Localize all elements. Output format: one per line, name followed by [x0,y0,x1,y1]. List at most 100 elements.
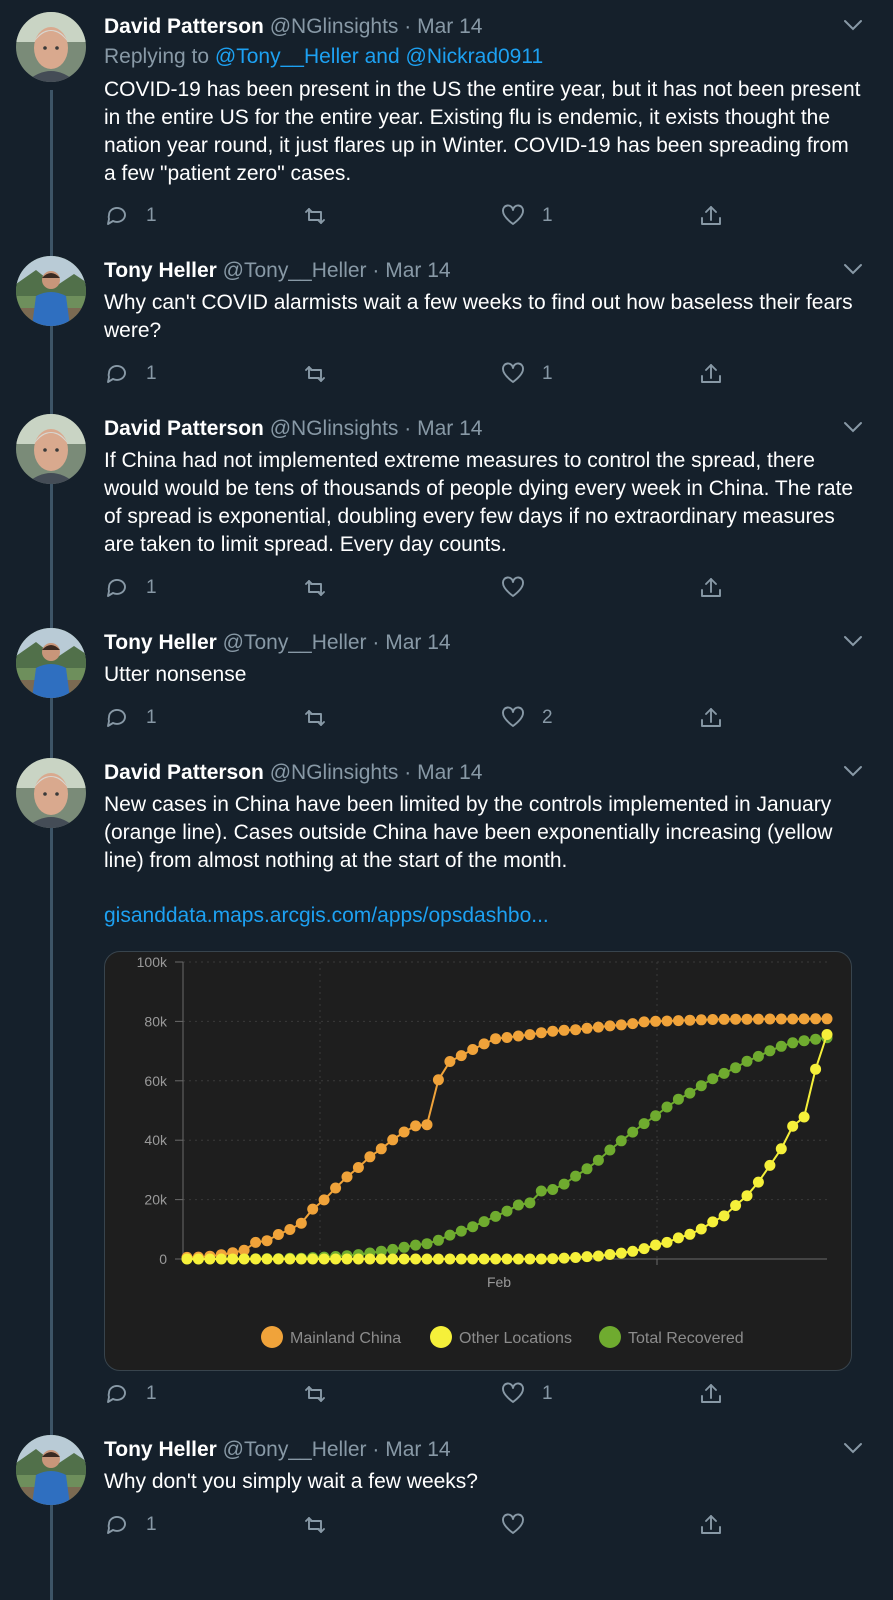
share-icon [701,364,721,383]
data-point [535,1253,547,1265]
tweet-date[interactable]: Mar 14 [417,417,483,440]
share-button[interactable] [698,1511,724,1539]
tweet-date[interactable]: Mar 14 [385,259,451,282]
data-point [467,1221,479,1233]
reply-button[interactable]: 1 [104,574,157,602]
tweet-link[interactable]: gisanddata.maps.arcgis.com/apps/opsdashb… [104,904,549,927]
data-point [261,1253,273,1265]
author-name[interactable]: Tony Heller [104,259,217,282]
data-point [227,1253,239,1265]
like-button[interactable]: 1 [500,1380,553,1408]
like-button[interactable]: 1 [500,202,553,230]
reply-icon [107,1385,126,1403]
avatar[interactable] [16,628,86,698]
data-point [524,1253,536,1265]
heart-icon [502,1382,524,1403]
data-point [501,1032,513,1043]
data-point [432,1253,444,1265]
author-name[interactable]: Tony Heller [104,631,217,654]
reply-button[interactable]: 1 [104,704,157,732]
author-handle[interactable]: @Tony__Heller [222,631,367,654]
retweet-button[interactable] [302,1511,344,1539]
embedded-chart-card[interactable]: 0 20k 40k 60k 80k 100k Feb Mainland China Other … [104,951,852,1371]
reply-button[interactable]: 1 [104,1380,157,1408]
data-point [455,1225,467,1237]
reply-button[interactable]: 1 [104,360,157,388]
data-point [421,1253,433,1265]
reply-button[interactable]: 1 [104,1511,157,1539]
author-handle[interactable]: @NGlinsights [269,761,399,784]
author-handle[interactable]: @Tony__Heller [222,1438,367,1461]
data-point [558,1252,570,1264]
like-button[interactable]: 1 [500,360,553,388]
data-point [398,1253,410,1265]
author-handle[interactable]: @NGlinsights [269,417,399,440]
data-point [444,1056,456,1067]
chevron-down-icon[interactable] [843,262,863,276]
series-line [186,1017,827,1259]
avatar[interactable] [16,12,86,82]
chevron-down-icon[interactable] [843,764,863,778]
tweet-date[interactable]: Mar 14 [385,631,451,654]
data-point [490,1253,502,1265]
chevron-down-icon[interactable] [843,1441,863,1455]
share-button[interactable] [698,574,724,602]
share-button[interactable] [698,202,724,230]
retweet-button[interactable] [302,574,344,602]
data-point [444,1229,456,1241]
data-point [307,1203,319,1215]
retweet-button[interactable] [302,1380,344,1408]
data-point [398,1241,410,1253]
like-button[interactable] [500,1511,542,1539]
author-name[interactable]: David Patterson [104,15,264,38]
data-point [238,1244,250,1256]
author-handle[interactable]: @Tony__Heller [222,259,367,282]
tweet-date[interactable]: Mar 14 [385,1438,451,1461]
avatar[interactable] [16,758,86,828]
author-name[interactable]: Tony Heller [104,1438,217,1461]
data-point [764,1013,776,1025]
reply-icon [107,365,126,383]
like-button[interactable] [500,574,542,602]
replying-to: Replying to @Tony__Heller and @Nickrad09… [104,45,543,69]
chevron-down-icon[interactable] [843,420,863,434]
tweet-date[interactable]: Mar 14 [417,761,483,784]
reply-count: 1 [146,577,157,598]
data-point [387,1253,399,1265]
data-point [547,1184,559,1195]
data-point [752,1050,764,1062]
chevron-down-icon[interactable] [843,634,863,648]
retweet-button[interactable] [302,360,344,388]
data-point [398,1126,410,1138]
author-name[interactable]: David Patterson [104,417,264,440]
data-point [490,1210,502,1222]
data-point [798,1035,810,1047]
replying-mentions[interactable]: @Tony__Heller and @Nickrad0911 [214,45,544,68]
data-point [375,1245,387,1257]
data-point [661,1236,673,1248]
like-button[interactable]: 2 [500,704,553,732]
data-point [787,1037,799,1049]
data-point [421,1238,433,1250]
reply-button[interactable]: 1 [104,202,157,230]
avatar[interactable] [16,414,86,484]
share-button[interactable] [698,360,724,388]
avatar[interactable] [16,1435,86,1505]
tweet-header: David Patterson @NGlinsights · Mar 14 [104,14,482,40]
share-icon [701,1515,721,1534]
data-point [467,1044,479,1055]
share-button[interactable] [698,1380,724,1408]
author-handle[interactable]: @NGlinsights [269,15,399,38]
retweet-button[interactable] [302,704,344,732]
like-count: 1 [542,363,553,384]
share-button[interactable] [698,704,724,732]
data-point [341,1253,353,1265]
retweet-button[interactable] [302,202,344,230]
tweet-date[interactable]: Mar 14 [417,15,483,38]
reply-icon [107,1516,126,1534]
avatar[interactable] [16,256,86,326]
chevron-down-icon[interactable] [843,18,863,32]
data-point [684,1087,696,1099]
data-point [204,1253,216,1265]
author-name[interactable]: David Patterson [104,761,264,784]
